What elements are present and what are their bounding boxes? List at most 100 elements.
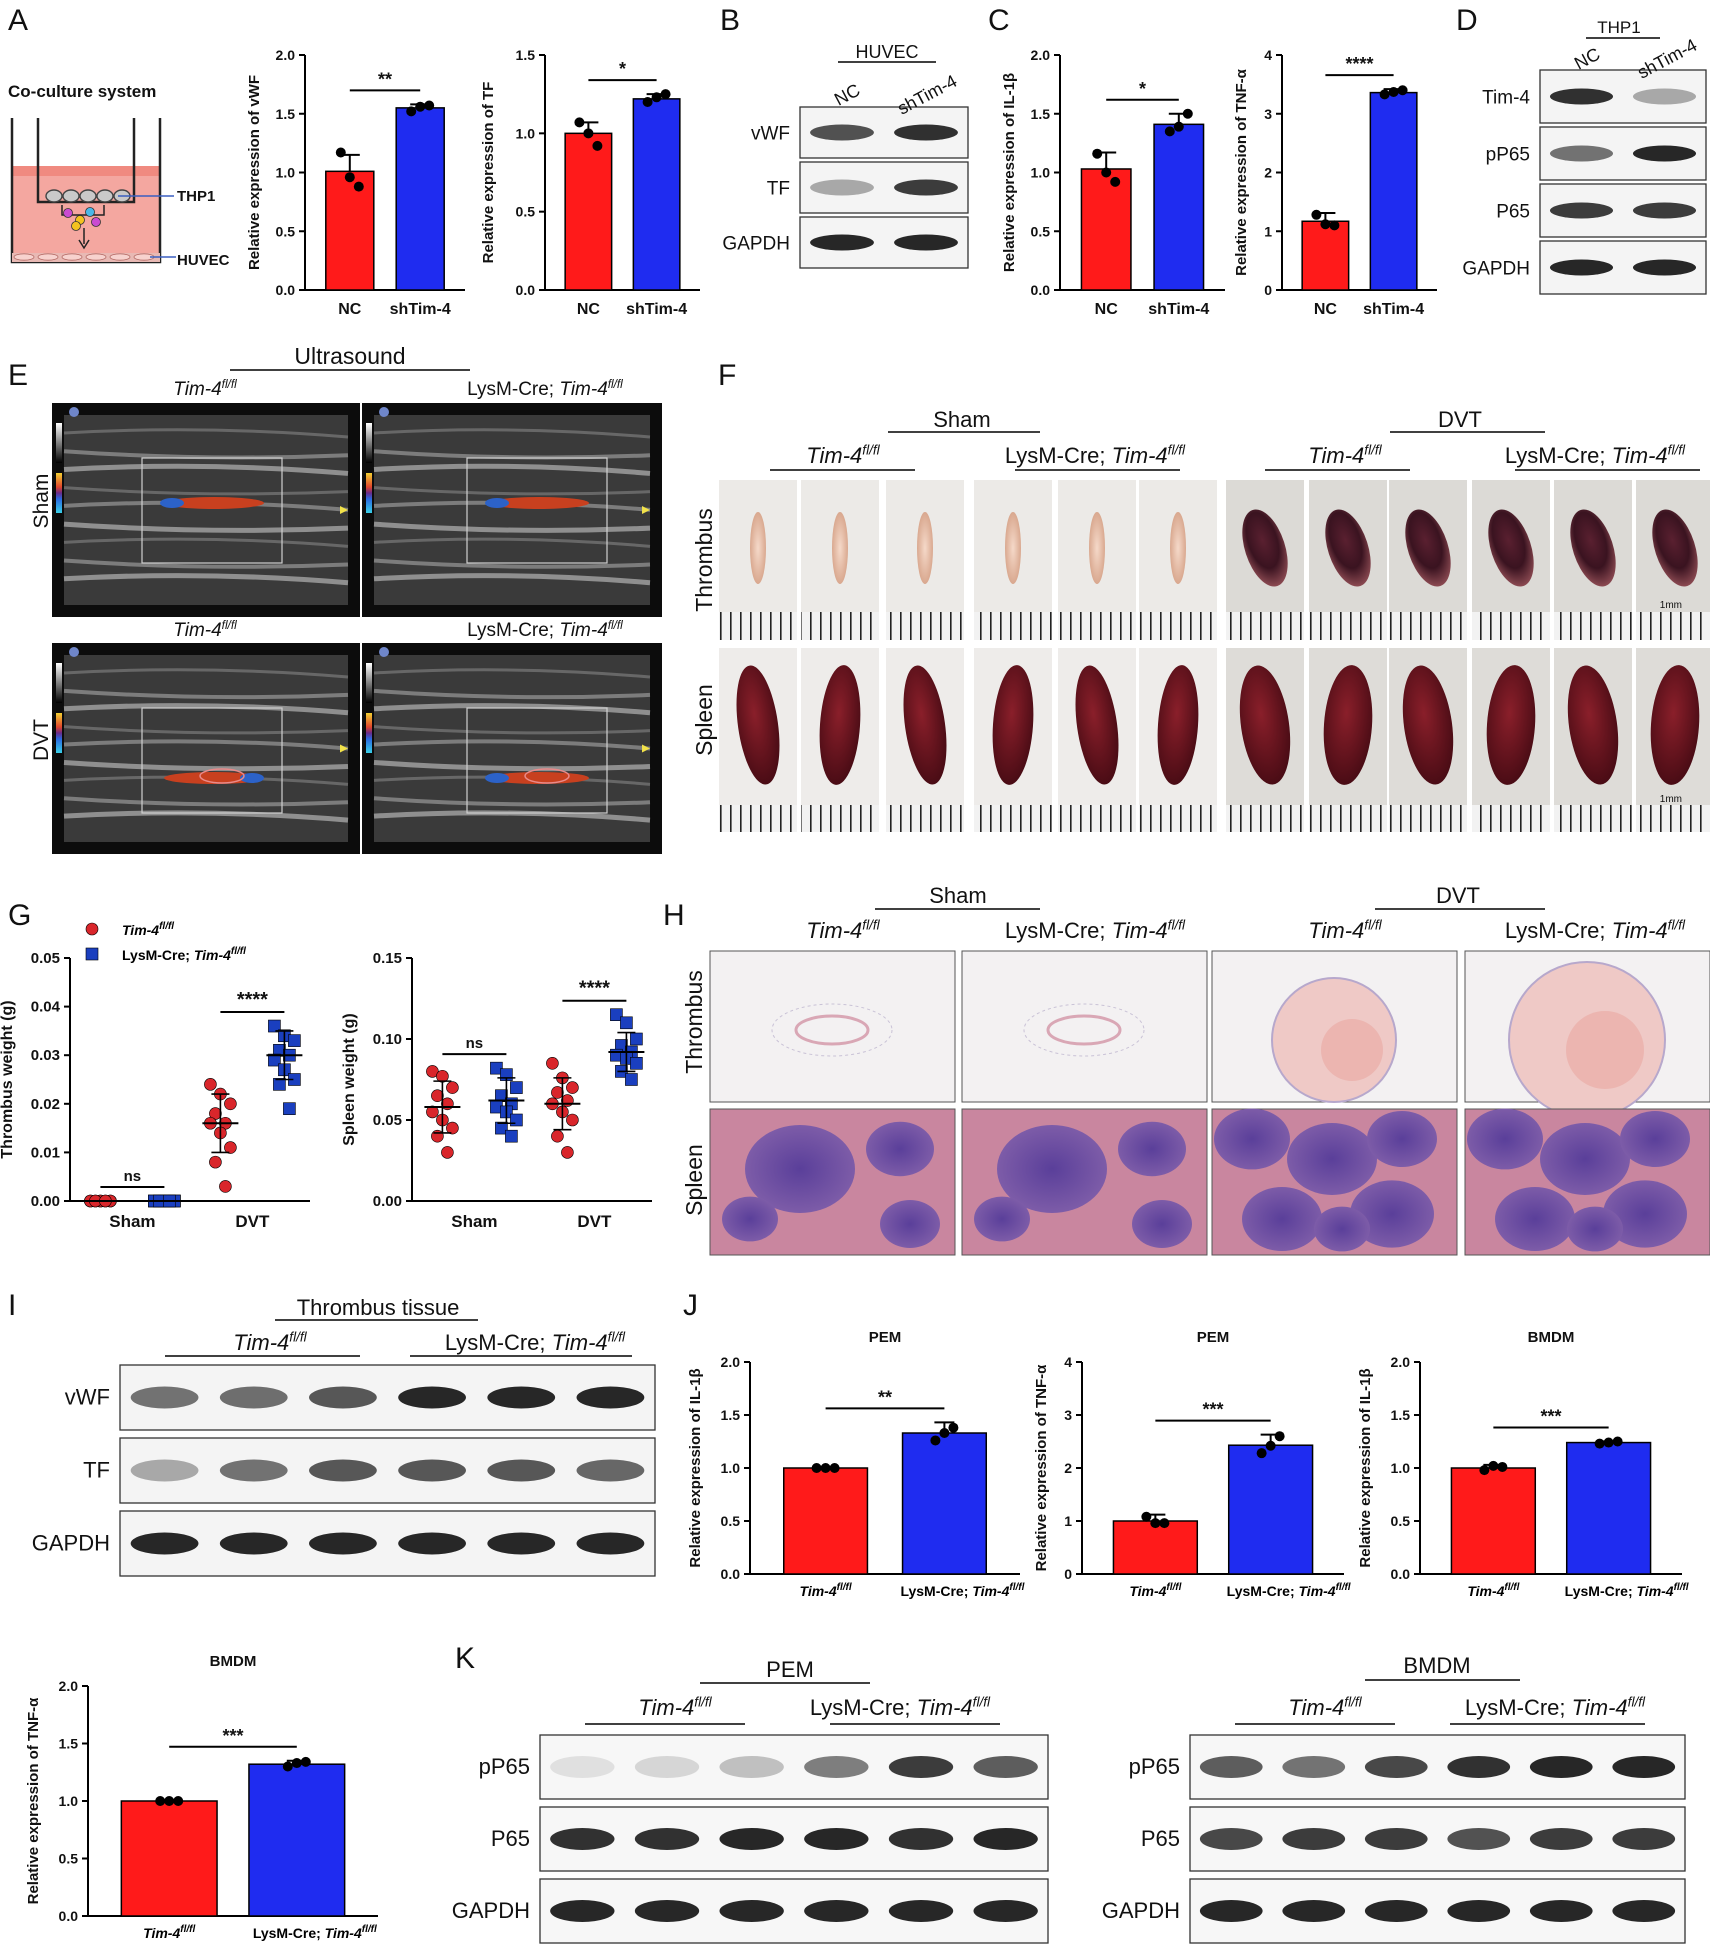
blot-band bbox=[1632, 259, 1697, 276]
data-point bbox=[273, 1078, 286, 1091]
spleen-photo bbox=[1058, 648, 1136, 832]
thp1-cell bbox=[62, 189, 80, 203]
blot-D: Tim-4 pP65 P65 GAPDH bbox=[1462, 69, 1707, 295]
data-point bbox=[1594, 1438, 1605, 1449]
blot-row-label: pP65 bbox=[1129, 1754, 1180, 1779]
data-point bbox=[173, 1796, 184, 1806]
secretion-box bbox=[61, 205, 105, 216]
data-point bbox=[1150, 1518, 1161, 1529]
y-tick-label: 1.0 bbox=[721, 1460, 741, 1476]
follicle bbox=[722, 1196, 778, 1242]
tissue-echo bbox=[63, 449, 349, 460]
data-point bbox=[829, 1463, 840, 1473]
legend-label: Tim-4fl/fl bbox=[122, 921, 174, 938]
genotype-label: Tim-4fl/fl bbox=[1308, 918, 1382, 943]
ruler bbox=[886, 612, 964, 640]
focus-marker bbox=[642, 744, 650, 753]
thrombus-photo bbox=[1389, 480, 1467, 640]
ruler bbox=[719, 612, 797, 640]
data-point bbox=[510, 1113, 523, 1127]
vessel-wall bbox=[1046, 1014, 1122, 1046]
genotype-label: LysM-Cre; Tim-4fl/fl bbox=[1005, 443, 1186, 468]
focus-marker bbox=[340, 744, 348, 753]
x-tick-label: Tim-4fl/fl bbox=[143, 1924, 195, 1941]
spleen-photo bbox=[1226, 648, 1304, 832]
y-tick-label: 4 bbox=[1064, 1354, 1072, 1370]
y-axis-label: Relative expression of vWF bbox=[246, 75, 263, 270]
data-point bbox=[1173, 121, 1184, 132]
x-tick-label: Sham bbox=[451, 1212, 497, 1231]
blot-band bbox=[1364, 1900, 1428, 1922]
genotype-sup: fl/fl bbox=[1364, 443, 1382, 458]
genotype-sup: fl/fl bbox=[1668, 918, 1686, 933]
genotype-prefix: LysM-Cre; bbox=[1565, 1583, 1637, 1599]
y-tick-label: 1.5 bbox=[1391, 1407, 1411, 1423]
coculture-diagram: Co-culture system THP1 HUVEC bbox=[8, 82, 230, 269]
genotype-gene: Tim-4 bbox=[1612, 443, 1668, 468]
data-point bbox=[811, 1463, 822, 1473]
adventitia bbox=[771, 1003, 893, 1057]
blot-band bbox=[576, 1459, 645, 1482]
data-point bbox=[204, 1078, 217, 1091]
genotype-prefix: LysM-Cre; bbox=[900, 1583, 972, 1599]
panel-letter-D: D bbox=[1456, 4, 1478, 37]
spleen-photo bbox=[1472, 648, 1550, 832]
x-tick-label: Tim-4fl/fl bbox=[800, 1582, 852, 1599]
y-tick-label: 0 bbox=[1264, 282, 1272, 298]
chart-J3: 0.0 0.5 1.0 1.5 2.0 Relative expression of IL… bbox=[1357, 1329, 1689, 1599]
spleen-photo bbox=[974, 648, 1052, 832]
blot-band bbox=[888, 1900, 954, 1922]
blot-band bbox=[810, 179, 874, 196]
x-tick-label: DVT bbox=[235, 1212, 270, 1231]
genotype-sup: fl/fl bbox=[608, 1330, 626, 1345]
group-label-ko: LysM-Cre; Tim-4fl/fl bbox=[810, 1695, 991, 1720]
group-label-ko: LysM-Cre; Tim-4fl/fl bbox=[445, 1330, 626, 1355]
spleen bbox=[736, 665, 780, 785]
data-point bbox=[651, 92, 662, 103]
genotype-gene: Tim-4 bbox=[233, 1330, 289, 1355]
blot-band bbox=[1549, 202, 1614, 219]
follicle bbox=[1540, 1123, 1630, 1195]
data-point bbox=[592, 140, 603, 151]
thrombus bbox=[1089, 512, 1105, 584]
spleen-photo bbox=[1139, 648, 1217, 832]
significance-label: ** bbox=[378, 69, 392, 89]
blot-band bbox=[888, 1828, 954, 1850]
thrombus bbox=[1170, 512, 1186, 584]
tissue-echo bbox=[63, 796, 349, 807]
y-tick-label: 2.0 bbox=[1391, 1354, 1411, 1370]
blot-band bbox=[1549, 88, 1614, 105]
huvec-cell bbox=[61, 253, 83, 261]
thrombus bbox=[1405, 509, 1451, 587]
huvec-label: HUVEC bbox=[177, 252, 230, 269]
genotype-gene: Tim-4 bbox=[173, 620, 221, 641]
blot-band bbox=[130, 1532, 199, 1555]
tissue-echo bbox=[373, 703, 651, 716]
follicle bbox=[880, 1200, 940, 1248]
bar-1 bbox=[395, 107, 445, 291]
data-point bbox=[625, 1073, 638, 1086]
chart-title: BMDM bbox=[210, 1653, 257, 1670]
blot-K-BMDM: pP65 P65 GAPDH bbox=[1102, 1734, 1686, 1944]
genotype-prefix: LysM-Cre; bbox=[1465, 1695, 1572, 1720]
genotype-gene: Tim-4 bbox=[1467, 1583, 1504, 1599]
ruler bbox=[1472, 612, 1550, 640]
genotype-gene: Tim-4 bbox=[806, 443, 862, 468]
adventitia bbox=[1023, 1003, 1145, 1057]
x-tick-label: NC bbox=[1095, 301, 1119, 318]
data-point bbox=[288, 1034, 301, 1047]
tissue-echo bbox=[63, 537, 349, 548]
follicle bbox=[1118, 1121, 1186, 1177]
blot-band bbox=[219, 1459, 288, 1482]
thrombus bbox=[917, 512, 933, 584]
spleen-photo bbox=[1389, 648, 1467, 832]
ruler bbox=[801, 805, 879, 832]
genotype-gene: Tim-4 bbox=[552, 1330, 608, 1355]
blot-K-PEM: pP65 P65 GAPDH bbox=[452, 1734, 1049, 1944]
cytokine bbox=[85, 207, 95, 217]
data-point bbox=[353, 181, 364, 192]
y-tick-label: 0.10 bbox=[373, 1031, 402, 1048]
blot-strip bbox=[119, 1437, 656, 1504]
tissue-echo bbox=[373, 537, 651, 548]
y-tick-label: 3 bbox=[1064, 1407, 1072, 1423]
